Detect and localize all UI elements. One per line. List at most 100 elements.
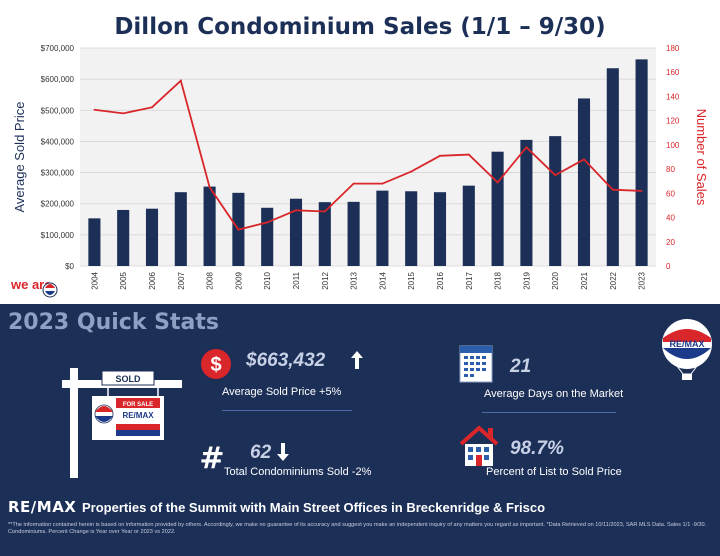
hash-icon-text: # bbox=[199, 442, 224, 472]
x-tick-label: 2008 bbox=[206, 271, 215, 289]
bar-2007 bbox=[174, 192, 187, 266]
x-tick-label: 2018 bbox=[494, 271, 503, 289]
line-point-2010 bbox=[266, 221, 269, 224]
x-tick-label: 2019 bbox=[522, 271, 531, 289]
y2-tick-label: 60 bbox=[666, 189, 675, 198]
x-tick-label: 2023 bbox=[638, 271, 647, 289]
bar-2023 bbox=[635, 59, 648, 266]
line-point-2019 bbox=[525, 146, 528, 149]
arrow-down-icon bbox=[277, 443, 289, 461]
line-point-2008 bbox=[208, 186, 211, 189]
calendar-icon bbox=[459, 345, 493, 383]
line-point-2005 bbox=[122, 112, 125, 115]
x-tick-label: 2014 bbox=[378, 271, 387, 289]
y-tick-label: $0 bbox=[65, 262, 74, 271]
y2-tick-label: 160 bbox=[666, 68, 680, 77]
sold-sign-icon: SOLD FOR SALE RE/MAX bbox=[62, 368, 182, 478]
y2-tick-label: 20 bbox=[666, 238, 675, 247]
bar-2013 bbox=[347, 201, 360, 266]
bar-2015 bbox=[405, 191, 418, 266]
x-tick-label: 2017 bbox=[465, 271, 474, 289]
footer-title: RE/MAX Properties of the Summit with Mai… bbox=[8, 498, 545, 516]
x-tick-label: 2020 bbox=[551, 271, 560, 289]
line-point-2007 bbox=[179, 79, 182, 82]
x-tick-label: 2006 bbox=[148, 271, 157, 289]
bar-2021 bbox=[577, 98, 591, 266]
sign-for-sale-text: FOR SALE bbox=[123, 402, 153, 408]
y2-tick-label: 100 bbox=[666, 141, 680, 150]
y-tick-label: $600,000 bbox=[41, 75, 75, 84]
y2-tick-label: 120 bbox=[666, 117, 680, 126]
bar-2006 bbox=[145, 208, 159, 266]
series-line-number-of-sales bbox=[94, 79, 642, 231]
bar-2017 bbox=[462, 185, 475, 266]
line-point-2016 bbox=[439, 154, 441, 157]
balloon-text: RE/MAX bbox=[669, 339, 704, 349]
quick-stats-section: 2023 Quick Stats RE/MAX SOLD FOR SALE RE… bbox=[0, 304, 720, 556]
dollar-icon-text: $ bbox=[210, 354, 221, 376]
line-point-2018 bbox=[496, 181, 499, 184]
line-point-2013 bbox=[352, 182, 355, 185]
we-are-logo-text: we are bbox=[10, 277, 51, 292]
y2-tick-label: 40 bbox=[666, 214, 675, 223]
y2-tick-label: 180 bbox=[666, 44, 680, 53]
line-point-2004 bbox=[93, 108, 96, 111]
quick-stats-title: 2023 Quick Stats bbox=[8, 310, 219, 335]
bar-2019 bbox=[520, 139, 533, 266]
sign-brand-text: RE/MAX bbox=[122, 411, 154, 420]
x-tick-label: 2007 bbox=[177, 271, 186, 289]
footer-brand: RE/MAX bbox=[8, 498, 77, 516]
y-axis-title: Average Sold Price bbox=[12, 101, 27, 212]
disclaimer: **The information contained herein is ba… bbox=[8, 522, 707, 535]
divider-avg-price bbox=[222, 410, 352, 411]
bar-2011 bbox=[289, 198, 303, 266]
x-tick-label: 2015 bbox=[407, 271, 416, 289]
footer-text: Properties of the Summit with Main Stree… bbox=[82, 500, 546, 515]
x-tick-label: 2013 bbox=[350, 271, 359, 289]
bar-2014 bbox=[376, 190, 389, 266]
avg-price-label: Average Sold Price +5% bbox=[222, 386, 342, 398]
dollar-icon: $ bbox=[201, 349, 231, 379]
chart-section: Dillon Condominium Sales (1/1 – 9/30) $0… bbox=[10, 14, 709, 298]
line-point-2009 bbox=[237, 228, 240, 231]
list-to-sold-value: 98.7% bbox=[510, 438, 564, 459]
y-tick-label: $100,000 bbox=[41, 231, 75, 240]
avg-price-value: $663,432 bbox=[246, 350, 326, 371]
plot-area bbox=[80, 48, 656, 266]
bar-2020 bbox=[549, 136, 562, 266]
x-tick-label: 2010 bbox=[263, 271, 272, 289]
line-point-2006 bbox=[151, 106, 153, 109]
arrow-up-icon bbox=[351, 351, 363, 369]
condos-sold-label: Total Condominiums Sold -2% bbox=[224, 466, 372, 478]
x-tick-label: 2016 bbox=[436, 271, 445, 289]
bar-2005 bbox=[117, 209, 130, 266]
days-on-market-value: 21 bbox=[510, 356, 532, 377]
line-point-2014 bbox=[381, 182, 384, 185]
line-point-2017 bbox=[467, 153, 470, 156]
remax-balloon-icon: RE/MAX bbox=[662, 319, 712, 380]
condos-sold-value: 62 bbox=[250, 442, 272, 463]
line-point-2021 bbox=[583, 158, 585, 161]
hash-icon: # bbox=[199, 442, 224, 472]
x-tick-label: 2012 bbox=[321, 271, 330, 289]
bar-2022 bbox=[606, 68, 619, 266]
y-tick-label: $200,000 bbox=[41, 200, 75, 209]
sales-chart: $0 $100,000 $200,000 $300,000 $400,000 $500,0… bbox=[12, 44, 709, 290]
house-icon bbox=[459, 425, 499, 466]
days-on-market-label: Average Days on the Market bbox=[484, 388, 624, 400]
y-tick-label: $300,000 bbox=[41, 169, 75, 178]
line-point-2020 bbox=[554, 174, 557, 177]
bar-2004 bbox=[88, 218, 101, 266]
bar-2012 bbox=[318, 202, 331, 266]
bar-2010 bbox=[261, 207, 274, 266]
we-are-logo: we are bbox=[10, 277, 58, 298]
y2-tick-label: 0 bbox=[666, 262, 671, 271]
y2-axis-title: Number of Sales bbox=[694, 109, 709, 206]
y-tick-label: $500,000 bbox=[41, 106, 75, 115]
x-tick-label: 2022 bbox=[609, 271, 618, 289]
x-tick-label: 2004 bbox=[90, 271, 99, 289]
y2-tick-label: 80 bbox=[666, 165, 675, 174]
y-tick-label: $400,000 bbox=[41, 137, 75, 146]
line-point-2012 bbox=[323, 210, 326, 213]
y-tick-label: $700,000 bbox=[41, 44, 75, 53]
